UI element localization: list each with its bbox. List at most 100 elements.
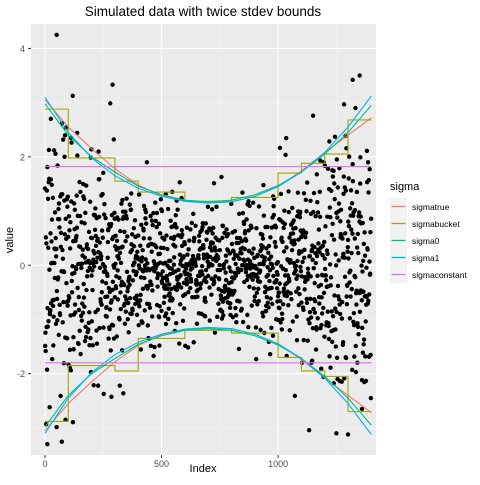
data-point [101,391,106,397]
data-point [333,263,339,268]
data-point [50,303,56,309]
data-point [367,166,372,172]
data-point [242,258,247,263]
data-point [229,279,234,285]
data-point [84,287,89,293]
data-point [332,293,337,298]
data-point [61,299,66,305]
data-point [46,245,51,250]
data-point [330,221,335,226]
data-point [321,305,326,311]
data-point [346,176,351,181]
data-point [92,251,97,256]
data-point [44,367,50,372]
data-point [266,305,271,310]
data-point [46,318,51,324]
data-point [61,269,67,275]
data-point [305,338,310,343]
data-point [189,266,195,271]
data-point [91,264,97,269]
data-point [201,245,206,251]
data-point [161,300,167,306]
data-point [244,277,250,283]
data-point [312,310,318,315]
data-point [211,181,217,186]
data-point [303,230,309,236]
data-point [281,302,286,307]
data-point [84,242,90,247]
data-point [82,338,88,344]
data-point [109,394,114,400]
data-point [110,279,116,285]
data-point [244,266,250,271]
data-point [312,244,317,250]
data-point [254,226,259,231]
data-point [165,246,170,252]
data-point [279,311,285,316]
data-point [129,247,135,253]
data-point [161,245,166,251]
data-point [99,302,104,307]
data-point [360,258,366,264]
data-point [345,237,351,243]
series-line-sigma0-upper [44,103,372,203]
data-point [209,248,215,253]
data-point [169,266,174,271]
data-point [317,301,322,306]
data-point [123,238,128,244]
data-point [57,225,62,230]
data-point [233,261,238,267]
data-point [110,287,115,293]
data-point [188,227,193,232]
data-point [355,324,361,330]
data-point [207,285,212,290]
data-point [255,252,261,258]
data-point [335,215,340,220]
data-point [353,343,358,349]
data-point [112,265,117,270]
data-point [143,257,148,262]
data-point [143,209,149,215]
data-point [291,218,296,223]
data-point [347,280,352,285]
data-point [95,236,100,241]
data-point [229,201,234,207]
data-point [193,223,198,228]
data-point [347,206,353,211]
data-point [287,278,292,284]
data-point [283,268,288,273]
data-point [265,300,271,306]
data-point [204,237,209,243]
data-point [110,82,115,87]
data-point [198,286,203,291]
data-point [87,310,92,315]
data-point [43,343,48,349]
data-point [339,316,345,321]
x-axis: 0 500 1000 [42,455,288,469]
data-point [361,289,366,294]
data-point [69,278,74,284]
data-point [359,263,364,268]
data-point [366,190,371,195]
data-point [284,135,289,141]
data-point [165,206,171,212]
data-point [262,255,268,260]
data-point [186,247,191,252]
data-point [278,320,283,325]
data-point [268,254,274,259]
data-point [306,427,312,433]
y-tick-label: -2 [17,369,25,379]
data-point [247,284,252,289]
data-point [224,227,229,232]
data-point [249,225,254,230]
data-point [132,260,137,265]
data-point [138,275,144,280]
data-point [358,214,363,219]
data-point [256,286,261,292]
data-point [106,285,112,291]
data-point [105,273,110,279]
data-point [322,256,327,261]
data-point [348,268,353,273]
data-point [280,239,285,245]
data-point [142,308,147,313]
